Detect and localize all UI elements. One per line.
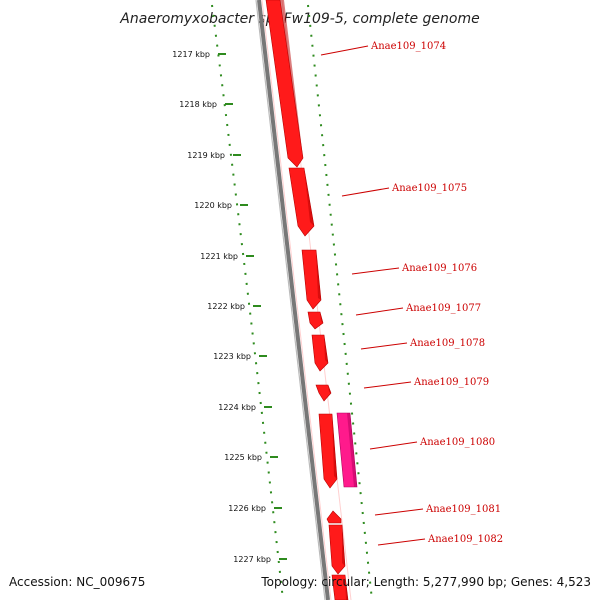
kbp-tick-label: 1227 kbp (233, 555, 271, 564)
gene-leader-line (321, 46, 368, 55)
gene-label: Anae109_1082 (427, 534, 503, 545)
gene-leader-line (378, 539, 425, 545)
kbp-tick-label: 1224 kbp (218, 403, 256, 412)
kbp-tick-label: 1221 kbp (200, 252, 238, 261)
tick-layer: 1217 kbp 1218 kbp 1219 kbp 1220 kbp 1221 kbp… (172, 50, 287, 564)
gene-leader-line (342, 188, 389, 196)
gene-label: Anae109_1077 (405, 303, 481, 314)
gene-label: Anae109_1076 (401, 263, 477, 274)
kbp-tick-label: 1219 kbp (187, 151, 225, 160)
gene-leader-line (364, 382, 411, 388)
gene-leader-line (356, 308, 403, 315)
gene-leader-line (352, 268, 399, 274)
kbp-tick-label: 1223 kbp (213, 352, 251, 361)
kbp-tick-label: 1217 kbp (172, 50, 210, 59)
accession-text: Accession: NC_009675 (9, 575, 145, 589)
gene-label: Anae109_1080 (419, 437, 495, 448)
gene-leader-line (370, 442, 417, 449)
gene-leader-line (361, 343, 407, 349)
gene-label: Anae109_1081 (425, 504, 501, 515)
kbp-tick-label: 1225 kbp (224, 453, 262, 462)
map-title: Anaeromyxobacter sp. Fw109-5, complete g… (119, 11, 479, 27)
gene-label: Anae109_1078 (409, 338, 485, 349)
topology-text: Topology: circular; Length: 5,277,990 bp… (260, 575, 591, 589)
gene-arrow (289, 168, 314, 236)
kbp-tick-label: 1220 kbp (194, 201, 232, 210)
gene-label: Anae109_1079 (413, 377, 489, 388)
gene-leader-line (375, 509, 423, 515)
kbp-tick-label: 1222 kbp (207, 302, 245, 311)
kbp-tick-label: 1218 kbp (179, 100, 217, 109)
gene-layer (266, 0, 357, 600)
gene-label: Anae109_1074 (370, 41, 446, 52)
gene-arrow (327, 511, 341, 523)
gene-arrow (308, 312, 323, 329)
gene-label: Anae109_1075 (391, 183, 467, 194)
kbp-tick-label: 1226 kbp (228, 504, 266, 513)
